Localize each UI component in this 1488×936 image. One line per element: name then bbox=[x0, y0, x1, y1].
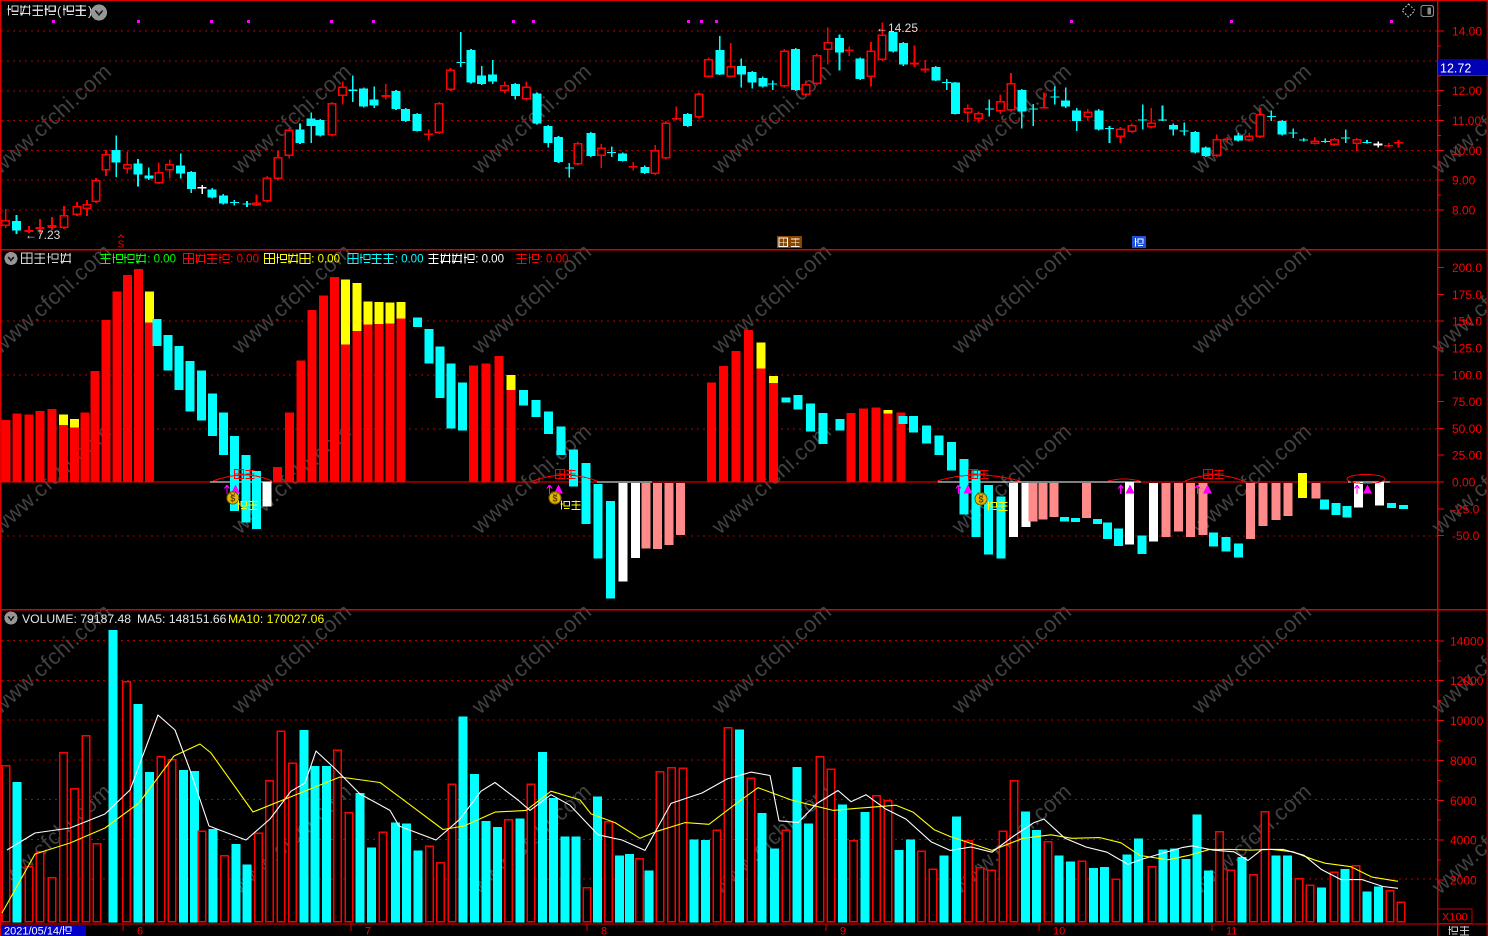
svg-text:VOLUME: 79187.48: VOLUME: 79187.48 bbox=[22, 612, 131, 626]
svg-text:9: 9 bbox=[840, 926, 846, 936]
svg-text:MA10: 170027.06: MA10: 170027.06 bbox=[228, 612, 324, 626]
svg-text:8.00: 8.00 bbox=[1452, 203, 1476, 217]
svg-text:-50.0: -50.0 bbox=[1452, 529, 1480, 543]
svg-text:175.0: 175.0 bbox=[1452, 288, 1482, 302]
svg-text:$: $ bbox=[978, 495, 983, 505]
svg-text:75.00: 75.00 bbox=[1452, 395, 1482, 409]
svg-text:0.00: 0.00 bbox=[1452, 476, 1476, 490]
svg-text:14.00: 14.00 bbox=[1452, 25, 1482, 39]
svg-text:S: S bbox=[118, 240, 125, 251]
svg-text:: 0.00: : 0.00 bbox=[475, 254, 504, 266]
svg-text:10: 10 bbox=[1053, 926, 1065, 936]
svg-text:8000: 8000 bbox=[1450, 754, 1477, 768]
svg-text:100.0: 100.0 bbox=[1452, 368, 1482, 382]
svg-text:-25.0: -25.0 bbox=[1452, 502, 1480, 516]
svg-text:25.00: 25.00 bbox=[1452, 449, 1482, 463]
svg-text:200.0: 200.0 bbox=[1452, 261, 1482, 275]
svg-text:←14.25: ←14.25 bbox=[876, 21, 918, 35]
svg-text:4000: 4000 bbox=[1450, 834, 1477, 848]
svg-text:: 0.00: : 0.00 bbox=[230, 254, 259, 266]
svg-text:12000: 12000 bbox=[1450, 674, 1484, 688]
svg-text:11: 11 bbox=[1226, 926, 1237, 936]
svg-text:: 0.00: : 0.00 bbox=[395, 254, 424, 266]
svg-text:150.0: 150.0 bbox=[1452, 315, 1482, 329]
svg-text:MA5: 148151.66: MA5: 148151.66 bbox=[137, 612, 227, 626]
svg-text:125.0: 125.0 bbox=[1452, 342, 1482, 356]
svg-text:14000: 14000 bbox=[1450, 634, 1484, 648]
svg-text:$: $ bbox=[230, 494, 235, 504]
svg-text:9.00: 9.00 bbox=[1452, 174, 1476, 188]
svg-text:(: ( bbox=[57, 4, 62, 19]
svg-text:10000: 10000 bbox=[1450, 714, 1484, 728]
svg-text:2021/05/14/: 2021/05/14/ bbox=[4, 926, 63, 936]
svg-text:2000: 2000 bbox=[1450, 874, 1477, 888]
svg-text:8: 8 bbox=[601, 926, 607, 936]
svg-text:6: 6 bbox=[137, 926, 143, 936]
svg-text:7: 7 bbox=[365, 926, 371, 936]
svg-text:12.00: 12.00 bbox=[1452, 84, 1482, 98]
svg-text:←7.23: ←7.23 bbox=[25, 228, 61, 242]
svg-text:50.00: 50.00 bbox=[1452, 422, 1482, 436]
svg-text:12.72: 12.72 bbox=[1440, 62, 1471, 76]
svg-text:X100: X100 bbox=[1442, 912, 1468, 924]
svg-text:6000: 6000 bbox=[1450, 794, 1477, 808]
svg-text:10.00: 10.00 bbox=[1452, 144, 1482, 158]
svg-text:: 0.00: : 0.00 bbox=[540, 254, 569, 266]
svg-text:$: $ bbox=[552, 494, 557, 504]
svg-text:): ) bbox=[88, 4, 92, 19]
svg-text:: 0.00: : 0.00 bbox=[311, 254, 340, 266]
svg-text:11.00: 11.00 bbox=[1452, 114, 1481, 128]
svg-text:: 0.00: : 0.00 bbox=[147, 254, 176, 266]
